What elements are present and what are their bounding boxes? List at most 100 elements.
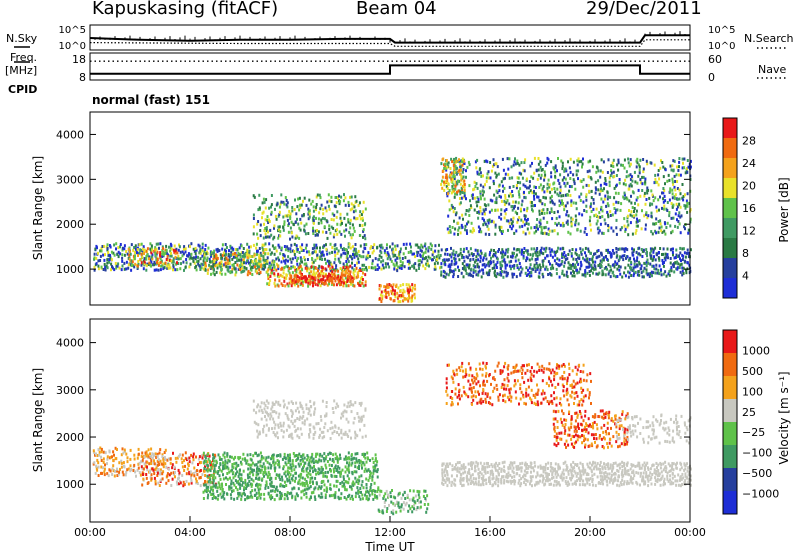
range-time-cell xyxy=(561,167,564,171)
range-time-cell xyxy=(507,228,509,232)
range-time-cell xyxy=(563,261,566,265)
range-time-cell xyxy=(189,253,192,257)
range-time-cell xyxy=(457,189,460,193)
range-time-cell xyxy=(599,169,602,173)
range-time-cell xyxy=(301,283,304,287)
range-time-cell xyxy=(330,195,333,199)
range-time-cell xyxy=(468,184,471,188)
range-time-cell xyxy=(157,268,160,272)
range-time-cell xyxy=(456,166,459,170)
range-time-cell xyxy=(240,476,243,480)
range-time-cell xyxy=(679,215,682,219)
range-time-cell xyxy=(668,214,671,218)
range-time-cell xyxy=(353,205,356,209)
range-time-cell xyxy=(190,252,193,256)
range-time-cell xyxy=(261,246,264,250)
range-time-cell xyxy=(302,466,305,470)
range-time-cell xyxy=(358,201,361,205)
range-time-cell xyxy=(634,201,636,205)
range-time-cell xyxy=(662,264,665,268)
range-time-cell xyxy=(346,278,349,282)
range-time-cell xyxy=(192,472,195,475)
range-time-cell xyxy=(435,255,438,259)
range-time-cell xyxy=(156,261,159,264)
range-time-cell xyxy=(495,275,498,279)
range-time-cell xyxy=(298,478,301,482)
range-time-cell xyxy=(643,214,646,218)
range-time-cell xyxy=(494,223,497,227)
range-time-cell xyxy=(205,258,208,262)
range-time-cell xyxy=(250,477,253,481)
range-time-cell xyxy=(162,250,165,254)
range-time-cell xyxy=(567,253,570,256)
range-time-cell xyxy=(159,478,162,482)
range-time-cell xyxy=(522,256,525,260)
range-time-cell xyxy=(590,269,593,273)
range-time-cell xyxy=(309,495,312,499)
range-time-cell xyxy=(143,248,146,252)
range-time-cell xyxy=(545,265,548,269)
range-time-cell xyxy=(278,475,281,479)
range-time-cell xyxy=(397,286,400,290)
range-time-cell xyxy=(277,454,280,457)
range-time-cell xyxy=(493,266,496,270)
range-time-cell xyxy=(286,479,289,483)
range-time-cell xyxy=(140,465,143,469)
range-time-cell xyxy=(170,251,172,255)
range-time-cell xyxy=(474,248,477,252)
range-time-cell xyxy=(676,180,679,183)
range-time-cell xyxy=(648,196,651,200)
range-time-cell xyxy=(528,184,531,188)
range-time-cell xyxy=(216,497,219,501)
range-time-cell xyxy=(605,182,608,186)
range-time-cell xyxy=(196,482,199,485)
range-time-cell xyxy=(343,229,346,233)
range-time-cell xyxy=(529,200,532,204)
range-time-cell xyxy=(686,170,689,174)
range-time-cell xyxy=(652,257,655,261)
range-time-cell xyxy=(134,244,137,248)
range-time-cell xyxy=(338,470,341,474)
range-time-cell xyxy=(300,247,303,251)
range-time-cell xyxy=(232,247,235,251)
range-time-cell xyxy=(569,194,572,197)
range-time-cell xyxy=(287,456,290,460)
range-time-cell xyxy=(231,267,234,271)
range-time-cell xyxy=(339,453,341,457)
range-time-cell xyxy=(468,163,471,167)
range-time-cell xyxy=(334,493,337,497)
range-time-cell xyxy=(587,175,590,179)
range-time-cell xyxy=(210,493,213,496)
range-time-cell xyxy=(670,266,673,270)
range-time-cell xyxy=(682,198,685,202)
range-time-cell xyxy=(300,257,303,261)
range-time-cell xyxy=(515,186,518,190)
range-time-cell xyxy=(209,490,212,494)
range-time-cell xyxy=(663,204,666,208)
range-time-cell xyxy=(518,225,521,229)
range-time-cell xyxy=(481,217,484,221)
range-time-cell xyxy=(346,474,349,478)
range-time-cell xyxy=(123,244,126,248)
range-time-cell xyxy=(653,181,656,185)
range-time-cell xyxy=(244,458,247,462)
range-time-cell xyxy=(371,246,374,249)
range-time-cell xyxy=(270,203,273,207)
range-time-cell xyxy=(482,271,485,275)
range-time-cell xyxy=(535,168,538,172)
range-time-cell xyxy=(503,270,506,274)
range-time-cell xyxy=(93,252,96,256)
range-time-cell xyxy=(477,200,480,204)
range-time-cell xyxy=(157,261,160,265)
range-time-cell xyxy=(637,270,640,273)
range-time-cell xyxy=(652,199,655,203)
range-time-cell xyxy=(204,462,207,466)
range-time-cell xyxy=(279,252,282,256)
range-time-cell xyxy=(495,175,498,179)
range-time-cell xyxy=(583,258,586,262)
range-time-cell xyxy=(498,183,501,187)
range-time-cell xyxy=(522,230,525,234)
range-time-cell xyxy=(441,175,444,179)
range-time-cell xyxy=(205,485,208,489)
range-time-cell xyxy=(460,178,463,182)
